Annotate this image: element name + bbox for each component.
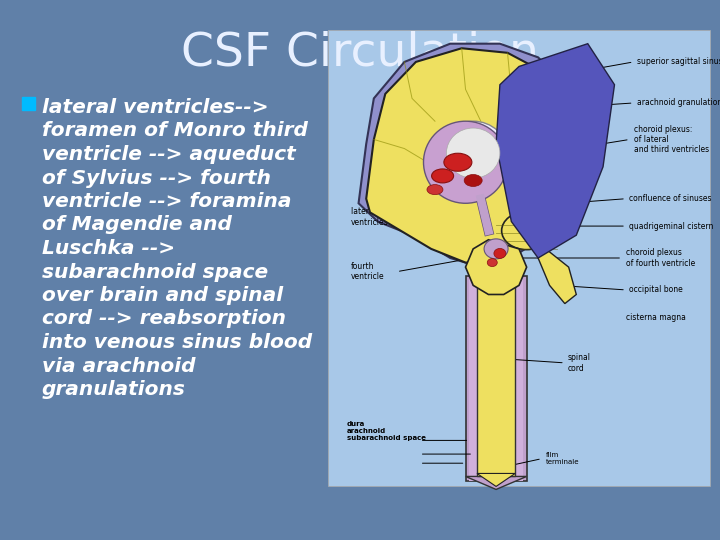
- Text: fourth
ventricle: fourth ventricle: [351, 262, 384, 281]
- Text: spinal
cord: spinal cord: [568, 353, 591, 373]
- Ellipse shape: [484, 239, 508, 259]
- Ellipse shape: [427, 185, 443, 194]
- Text: film
terminale: film terminale: [546, 452, 579, 465]
- Bar: [466, 276, 526, 482]
- Text: superior sagittal sinus: superior sagittal sinus: [636, 57, 720, 66]
- Text: occipital bone: occipital bone: [629, 286, 683, 294]
- Ellipse shape: [494, 248, 506, 259]
- Polygon shape: [359, 44, 580, 267]
- Bar: [469, 276, 523, 482]
- Text: cisterna magna: cisterna magna: [626, 313, 686, 322]
- Polygon shape: [466, 240, 526, 294]
- Polygon shape: [477, 474, 516, 487]
- Ellipse shape: [502, 212, 552, 249]
- Ellipse shape: [444, 153, 472, 171]
- Text: quadrigeminal cistern: quadrigeminal cistern: [629, 221, 714, 231]
- Ellipse shape: [487, 259, 498, 267]
- Ellipse shape: [464, 174, 482, 186]
- Text: lateral & third
ventricles: lateral & third ventricles: [351, 207, 405, 227]
- Text: confluence of sinuses: confluence of sinuses: [629, 194, 711, 203]
- Text: dura
arachnoid
subarachnoid space: dura arachnoid subarachnoid space: [347, 421, 426, 441]
- Text: arachnoid granulation: arachnoid granulation: [636, 98, 720, 107]
- Polygon shape: [538, 249, 576, 303]
- Ellipse shape: [438, 121, 508, 185]
- Polygon shape: [496, 44, 614, 258]
- Text: choroid plexus
of fourth ventricle: choroid plexus of fourth ventricle: [626, 248, 696, 268]
- Bar: [328, 30, 710, 486]
- Ellipse shape: [446, 128, 500, 178]
- Polygon shape: [366, 48, 565, 262]
- Text: CSF Circulation: CSF Circulation: [181, 30, 539, 75]
- Ellipse shape: [431, 169, 454, 183]
- Bar: [22, 97, 35, 110]
- Bar: [477, 271, 516, 476]
- Ellipse shape: [423, 121, 508, 203]
- Text: choroid plexus:
of lateral
and third ventricles: choroid plexus: of lateral and third ven…: [634, 125, 708, 154]
- Polygon shape: [466, 476, 526, 489]
- Text: lateral ventricles-->
foramen of Monro third
ventricle --> aqueduct
of Sylvius -: lateral ventricles--> foramen of Monro t…: [42, 98, 312, 399]
